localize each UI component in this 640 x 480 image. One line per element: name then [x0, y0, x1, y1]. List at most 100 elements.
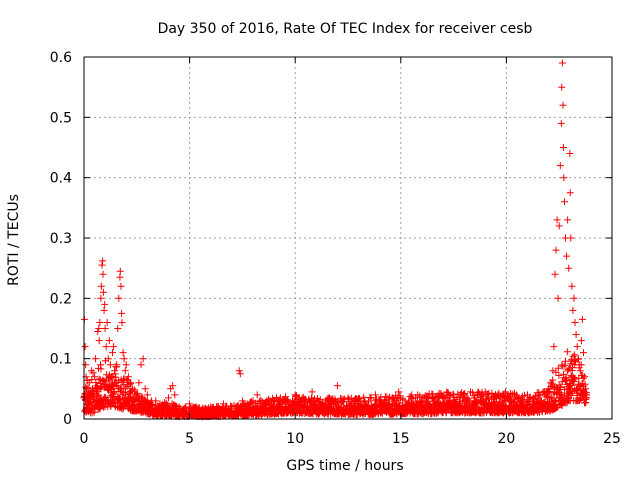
data-point [122, 361, 130, 369]
data-point [325, 394, 333, 402]
data-point [558, 83, 566, 91]
data-point [141, 385, 149, 393]
data-point [113, 361, 121, 369]
data-point [98, 261, 106, 269]
data-point [103, 319, 111, 326]
data-point [555, 372, 563, 379]
y-tick-label: 0.5 [50, 110, 72, 126]
data-point [116, 267, 124, 275]
data-point [580, 349, 587, 357]
data-point [248, 398, 255, 406]
data-point [90, 394, 97, 402]
data-point [97, 294, 105, 302]
data-point [554, 294, 562, 302]
data-point [456, 394, 464, 402]
data-point [92, 355, 100, 363]
data-point [122, 384, 130, 392]
data-point [431, 397, 439, 405]
data-point [407, 394, 415, 402]
data-point [382, 400, 390, 408]
data-point [104, 355, 112, 363]
data-point [576, 367, 584, 375]
data-point [494, 391, 502, 399]
data-point [575, 361, 583, 369]
data-point [460, 391, 468, 399]
data-point [565, 264, 573, 272]
data-point [566, 189, 574, 197]
data-point [99, 270, 107, 278]
data-point [95, 337, 103, 345]
data-point [570, 294, 578, 302]
data-point [119, 349, 127, 357]
data-point [232, 403, 240, 411]
data-point [488, 394, 496, 402]
data-point [583, 391, 591, 399]
data-point [582, 385, 590, 393]
data-point [105, 337, 113, 345]
y-tick-label: 0.4 [50, 171, 72, 187]
data-point [519, 397, 527, 405]
data-point [109, 349, 116, 357]
data-point [266, 397, 274, 405]
data-point [372, 391, 379, 399]
data-point [524, 391, 531, 399]
data-point [91, 373, 99, 381]
y-tick-label: 0.3 [50, 231, 72, 247]
data-point [551, 270, 559, 278]
data-point [567, 234, 575, 242]
data-point [355, 400, 363, 408]
data-point [451, 399, 459, 407]
data-point [101, 325, 109, 332]
data-point [207, 403, 215, 411]
data-point [143, 391, 151, 399]
data-point [356, 395, 363, 403]
x-tick-label: 10 [286, 431, 304, 447]
data-point [114, 325, 122, 332]
data-point [564, 216, 572, 224]
data-point [502, 388, 509, 396]
y-tick-label: 0.1 [50, 352, 72, 368]
data-point [175, 403, 183, 411]
data-point [171, 401, 179, 409]
data-point [560, 174, 568, 182]
data-point [295, 394, 303, 402]
data-point [93, 382, 101, 390]
data-point [95, 375, 103, 383]
y-axis-title: ROTI / TECUs [6, 194, 22, 286]
data-point [276, 394, 284, 402]
data-point [308, 388, 316, 396]
data-point [106, 361, 114, 369]
data-point [118, 319, 126, 326]
x-tick-label: 20 [497, 431, 515, 447]
y-tick-label: 0.6 [50, 50, 72, 66]
x-tick-label: 25 [603, 431, 621, 447]
data-point [99, 288, 107, 296]
data-point [97, 361, 104, 369]
data-point [82, 361, 90, 369]
data-point [395, 388, 403, 396]
data-point [312, 397, 320, 405]
data-point [165, 394, 172, 402]
data-point [569, 306, 577, 314]
data-point [238, 397, 246, 405]
data-point [156, 400, 164, 408]
data-point [171, 391, 179, 399]
data-point [111, 367, 119, 375]
x-tick-label: 15 [392, 431, 410, 447]
data-point [253, 391, 261, 399]
data-point [97, 282, 105, 290]
data-point [360, 393, 368, 401]
data-point [115, 294, 123, 302]
data-point [547, 379, 555, 387]
data-point [133, 391, 141, 399]
data-point [302, 397, 310, 405]
x-tick-label: 0 [80, 431, 89, 447]
data-point [552, 368, 560, 376]
data-point [500, 394, 508, 402]
data-point [401, 397, 409, 405]
data-point [245, 403, 253, 411]
data-point [94, 328, 102, 335]
plot-frame [83, 56, 613, 420]
data-point [112, 379, 120, 387]
data-point [495, 389, 503, 397]
